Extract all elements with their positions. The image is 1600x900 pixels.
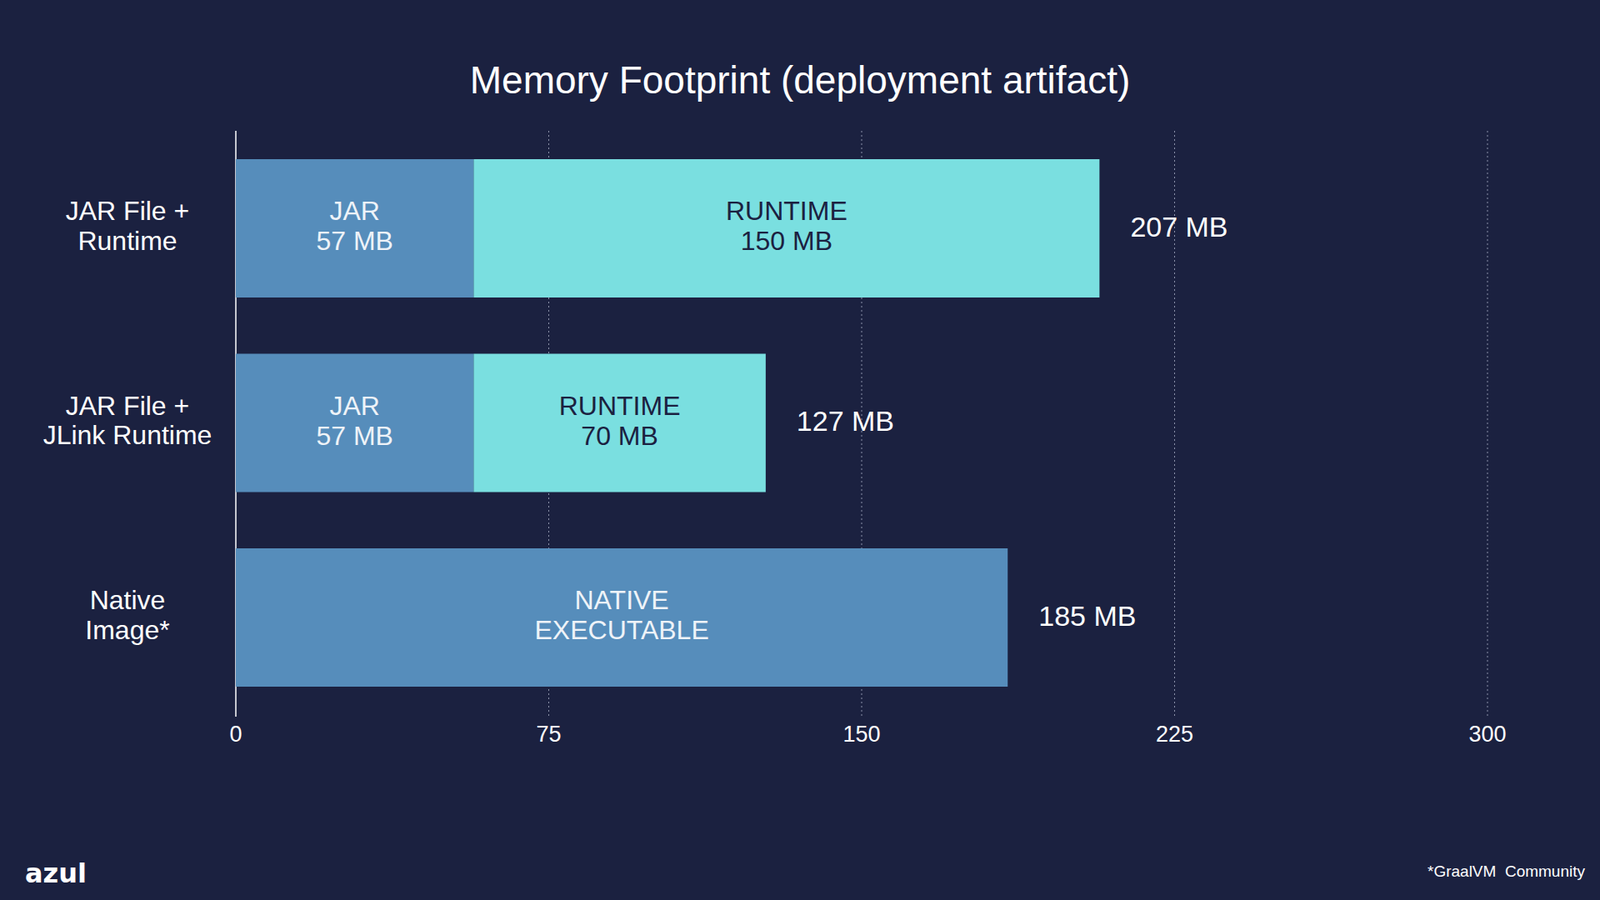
- category-label: JAR File +JLink Runtime: [43, 390, 213, 450]
- data-label: 70 MB: [580, 420, 658, 451]
- bar-segment: [473, 354, 765, 493]
- data-label: 150 MB: [740, 225, 833, 256]
- category-label-line: JAR File +: [65, 390, 190, 421]
- total-label: 127 MB: [796, 405, 895, 437]
- category-label-line: Runtime: [77, 225, 177, 256]
- background: [0, 0, 1600, 900]
- segment-name-line: JAR: [329, 196, 380, 227]
- bar-segment: [473, 159, 1100, 298]
- tick-label: 225: [1155, 721, 1194, 747]
- bar-segment: [235, 159, 474, 298]
- category-label: JAR File +Runtime: [65, 196, 190, 256]
- segment-name-line: EXECUTABLE: [534, 615, 709, 645]
- category-label-line: JLink Runtime: [43, 420, 213, 451]
- logo: azul: [25, 857, 87, 890]
- total-label: 185 MB: [1038, 600, 1136, 632]
- segment-name: NATIVEEXECUTABLE: [534, 585, 709, 645]
- labels: JAR File +RuntimeJAR57 MBRUNTIME150 MB20…: [43, 196, 1229, 645]
- category-label: NativeImage*: [85, 585, 170, 645]
- footnote: *GraalVM Community: [1427, 862, 1585, 880]
- bars: [235, 159, 1100, 687]
- grid-line: [1487, 130, 1489, 717]
- category-label-line: JAR File +: [65, 196, 190, 227]
- segment-name: JAR: [329, 196, 380, 227]
- category-label-line: Image*: [85, 615, 170, 645]
- category-label-line: Native: [90, 585, 166, 616]
- title: Memory Footprint (deployment artifact): [470, 58, 1131, 102]
- segment-name-line: RUNTIME: [725, 196, 848, 227]
- tick-label: 150: [842, 721, 880, 747]
- segment-name: RUNTIME: [559, 390, 681, 421]
- segment-name: RUNTIME: [725, 196, 848, 227]
- data-label: 57 MB: [315, 420, 393, 451]
- tick-label: 0: [229, 721, 242, 747]
- segment-name: JAR: [329, 390, 380, 421]
- tick-label: 300: [1468, 721, 1506, 747]
- segment-name-line: RUNTIME: [559, 390, 681, 421]
- bar-segment: [235, 548, 1008, 687]
- segment-name-line: NATIVE: [575, 585, 670, 616]
- total-label: 207 MB: [1130, 210, 1228, 243]
- tick-label: 75: [535, 721, 561, 747]
- data-label: 57 MB: [315, 225, 393, 256]
- segment-name-line: JAR: [329, 390, 380, 421]
- bar-segment: [235, 354, 474, 493]
